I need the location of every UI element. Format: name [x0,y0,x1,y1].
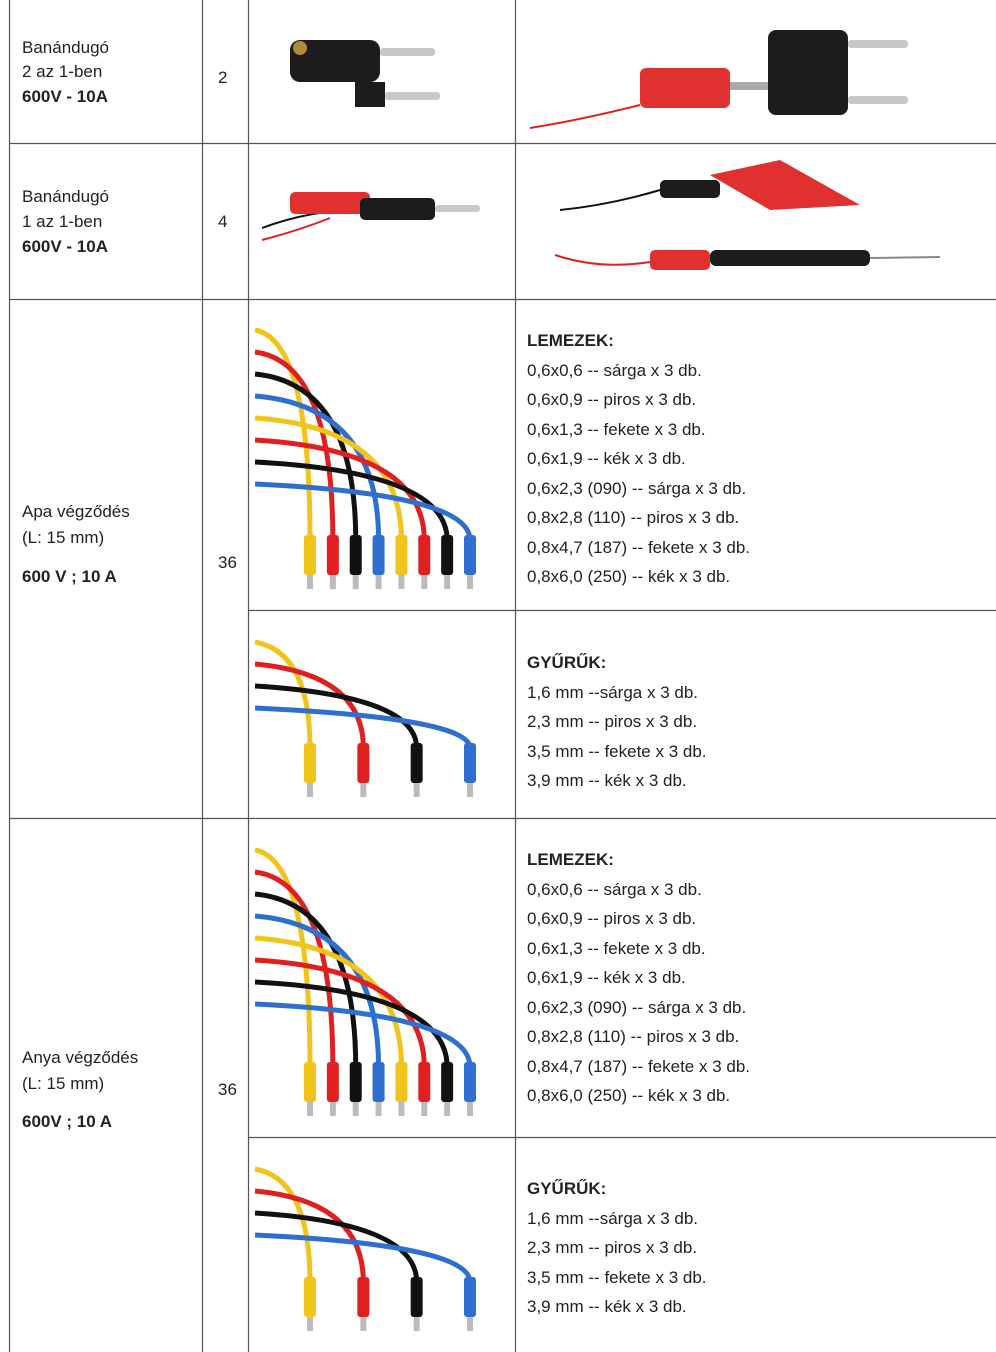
item-quantity: 36 [218,553,237,572]
item-name: 1 az 1-ben [22,212,103,231]
detail-item: 0,6x1,9 -- kék x 3 db. [527,968,686,987]
item-name: Banándugó [22,38,109,57]
detail-item: 1,6 mm --sárga x 3 db. [527,1208,699,1228]
detail-heading: GYŰRŰK: [527,1179,607,1198]
cable-image [254,1166,476,1331]
item-rating: 600V ; 10 A [22,1112,113,1131]
detail-item: 3,5 mm -- fekete x 3 db. [527,1267,707,1287]
detail-item: 1,6 mm --sárga x 3 db. [527,682,699,702]
detail-item: 2,3 mm -- piros x 3 db. [527,1238,698,1257]
item-rating: 600V - 10A [22,237,108,256]
probe-image [554,160,941,270]
detail-item: 0,8x4,7 (187) -- fekete x 3 db. [527,537,751,557]
detail-item: 0,6x2,3 (090) -- sárga x 3 db. [527,997,747,1017]
detail-heading: LEMEZEK: [527,850,614,869]
item-quantity: 36 [218,1080,237,1099]
item-rating: 600V - 10A [22,87,108,106]
detail-item: 0,8x6,0 (250) -- kék x 3 db. [527,1086,731,1105]
detail-item: 0,8x6,0 (250) -- kék x 3 db. [527,567,731,586]
adapter-cable-image [529,30,908,129]
adapter-image [290,40,440,107]
detail-heading: LEMEZEK: [527,331,614,350]
cable-image [254,327,476,589]
detail-item: 0,6x1,3 -- fekete x 3 db. [527,419,706,439]
item-name: Apa végződés [22,502,130,521]
item-name: Banándugó [22,187,109,206]
detail-item: 3,5 mm -- fekete x 3 db. [527,741,707,761]
detail-item: 0,8x2,8 (110) -- piros x 3 db. [527,508,740,527]
detail-item: 0,6x2,3 (090) -- sárga x 3 db. [527,478,747,498]
item-name: (L: 15 mm) [22,528,105,547]
detail-item: 0,6x0,6 -- sárga x 3 db. [527,360,702,380]
detail-item: 0,8x4,7 (187) -- fekete x 3 db. [527,1056,751,1076]
detail-item: 0,8x2,8 (110) -- piros x 3 db. [527,1027,740,1046]
detail-item: 0,6x0,9 -- piros x 3 db. [527,390,697,409]
item-quantity: 4 [218,212,228,231]
detail-item: 0,6x0,6 -- sárga x 3 db. [527,879,702,899]
detail-item: 2,3 mm -- piros x 3 db. [527,712,698,731]
detail-heading: GYŰRŰK: [527,653,607,672]
item-quantity: 2 [218,68,228,87]
detail-item: 3,9 mm -- kék x 3 db. [527,1297,687,1316]
plug-image [261,192,480,241]
detail-item: 0,6x0,9 -- piros x 3 db. [527,909,697,928]
item-name: Anya végződés [22,1048,139,1067]
cable-image [254,847,476,1116]
detail-item: 0,6x1,9 -- kék x 3 db. [527,449,686,468]
detail-item: 3,9 mm -- kék x 3 db. [527,771,687,790]
item-name: 2 az 1-ben [22,62,103,81]
borders [8,0,996,1352]
detail-item: 0,6x1,3 -- fekete x 3 db. [527,938,706,958]
cable-image [254,639,476,797]
item-name: (L: 15 mm) [22,1074,105,1093]
item-rating: 600 V ; 10 A [22,567,117,586]
